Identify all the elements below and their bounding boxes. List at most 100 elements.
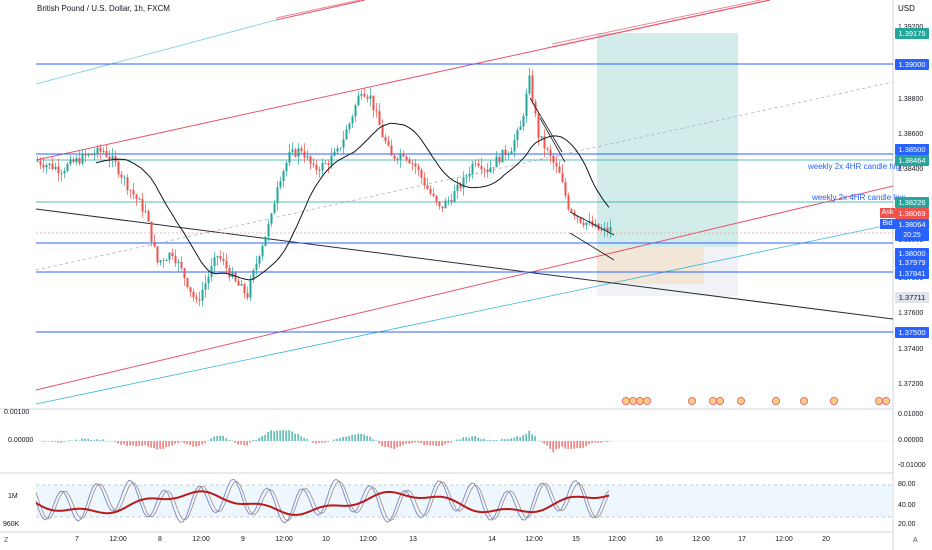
zoom-control[interactable]: Z <box>4 537 9 544</box>
economic-events-row[interactable] <box>622 396 891 405</box>
macd-bar <box>246 441 248 446</box>
economic-event-icon[interactable] <box>882 396 891 405</box>
price-tag-13750[interactable]: 1.37500 <box>895 327 929 338</box>
channel-extension-1[interactable] <box>551 0 771 48</box>
macd-bar <box>411 441 413 444</box>
bid-price-tag[interactable]: 1.38064 <box>895 219 929 230</box>
stop-loss-zone[interactable] <box>597 247 704 284</box>
economic-event-icon[interactable] <box>629 396 638 405</box>
economic-event-icon[interactable] <box>830 396 839 405</box>
macd-bar <box>534 436 536 441</box>
price-tag-137841[interactable]: 1.37841 <box>895 268 929 279</box>
macd-histogram <box>42 430 611 453</box>
time-tick: 12:00 <box>692 536 710 543</box>
candle-body <box>507 153 510 156</box>
candle-body <box>510 151 513 154</box>
time-tick: 12:00 <box>275 536 293 543</box>
candle-body <box>174 256 177 264</box>
black-trend-line[interactable] <box>35 208 893 320</box>
currency-label[interactable]: USD <box>898 4 915 13</box>
candle-body <box>93 154 96 156</box>
economic-event-icon[interactable] <box>737 396 746 405</box>
candle-body <box>123 177 126 179</box>
candle-body <box>219 256 222 259</box>
macd-bar <box>96 439 98 441</box>
annotation-weekly-high[interactable]: weekly 2x 4HR candle high <box>808 162 905 171</box>
candle-body <box>39 161 42 165</box>
candle-body <box>492 167 495 169</box>
economic-event-icon[interactable] <box>636 396 645 405</box>
price-tag-138226[interactable]: 1.38226 <box>895 197 929 208</box>
candle-body <box>354 105 357 117</box>
time-tick: 12:00 <box>192 536 210 543</box>
macd-bar <box>285 430 287 441</box>
price-tag-137711[interactable]: 1.37711 <box>895 292 929 303</box>
candle-body <box>600 229 603 231</box>
candle-body <box>486 169 489 173</box>
annotation-weekly-low[interactable]: weekly 2x 4HR candle low <box>812 193 906 202</box>
economic-event-icon[interactable] <box>688 396 697 405</box>
candle-body <box>318 169 321 171</box>
economic-event-icon[interactable] <box>800 396 809 405</box>
candle-body <box>303 151 306 158</box>
economic-event-icon[interactable] <box>643 396 652 405</box>
macd-tick: -0.01000 <box>898 462 926 469</box>
macd-bar <box>162 441 164 449</box>
time-tick: 15 <box>572 536 580 543</box>
time-tick: 20 <box>822 536 830 543</box>
cyan-lower-line[interactable] <box>35 223 893 405</box>
candle-body <box>165 259 168 261</box>
channel-upper-line[interactable] <box>35 46 553 161</box>
ask-price-tag[interactable]: 1.38069 <box>895 208 929 219</box>
macd-bar <box>546 441 548 446</box>
price-tag-13800[interactable]: 1.38000 <box>895 248 929 259</box>
candle-body <box>432 193 435 196</box>
price-tag-13850[interactable]: 1.38500 <box>895 144 929 155</box>
candle-body <box>540 136 543 138</box>
macd-tick: 0.01000 <box>898 411 924 418</box>
economic-event-icon[interactable] <box>875 396 884 405</box>
macd-bar <box>186 441 188 445</box>
candle-body <box>552 155 555 163</box>
candle-body <box>282 171 285 182</box>
price-tag-13917[interactable]: 1.39175 <box>895 28 929 39</box>
economic-event-icon[interactable] <box>622 396 631 405</box>
macd-bar <box>120 441 122 445</box>
macd-bar <box>273 431 275 441</box>
macd-bar <box>501 438 503 441</box>
price-tag-13900[interactable]: 1.39000 <box>895 59 929 70</box>
candle-body <box>456 184 459 192</box>
symbol-title[interactable]: British Pound / U.S. Dollar, 1h, FXCM <box>37 4 170 13</box>
macd-bar <box>456 439 458 441</box>
candle-body <box>252 270 255 280</box>
macd-bar <box>42 441 44 442</box>
macd-bar <box>357 433 359 441</box>
candle-body <box>327 163 330 166</box>
macd-bar <box>183 441 185 444</box>
macd-bar <box>522 435 524 441</box>
candle-body <box>300 148 303 152</box>
take-profit-zone[interactable] <box>597 33 738 247</box>
auto-scale-control[interactable]: A <box>913 537 918 544</box>
candle-body <box>390 145 393 156</box>
candle-body <box>447 200 450 201</box>
dashed-trend-line <box>35 81 893 271</box>
channel-lower-line[interactable] <box>35 185 893 391</box>
macd-bar <box>228 440 230 441</box>
macd-bar <box>174 441 176 444</box>
macd-bar <box>210 438 212 441</box>
macd-bar <box>108 441 110 442</box>
candle-body <box>204 283 207 290</box>
macd-bar <box>354 434 356 441</box>
candle-body <box>477 163 480 166</box>
wedge-line-4 <box>569 232 615 261</box>
macd-bar <box>495 440 497 441</box>
economic-event-icon[interactable] <box>709 396 718 405</box>
candle-body <box>375 110 378 112</box>
economic-event-icon[interactable] <box>716 396 725 405</box>
price-tag-137979[interactable]: 1.37979 <box>895 257 929 268</box>
candle-body <box>153 241 156 247</box>
price-tag-138464[interactable]: 1.38464 <box>895 155 929 166</box>
economic-event-icon[interactable] <box>772 396 781 405</box>
